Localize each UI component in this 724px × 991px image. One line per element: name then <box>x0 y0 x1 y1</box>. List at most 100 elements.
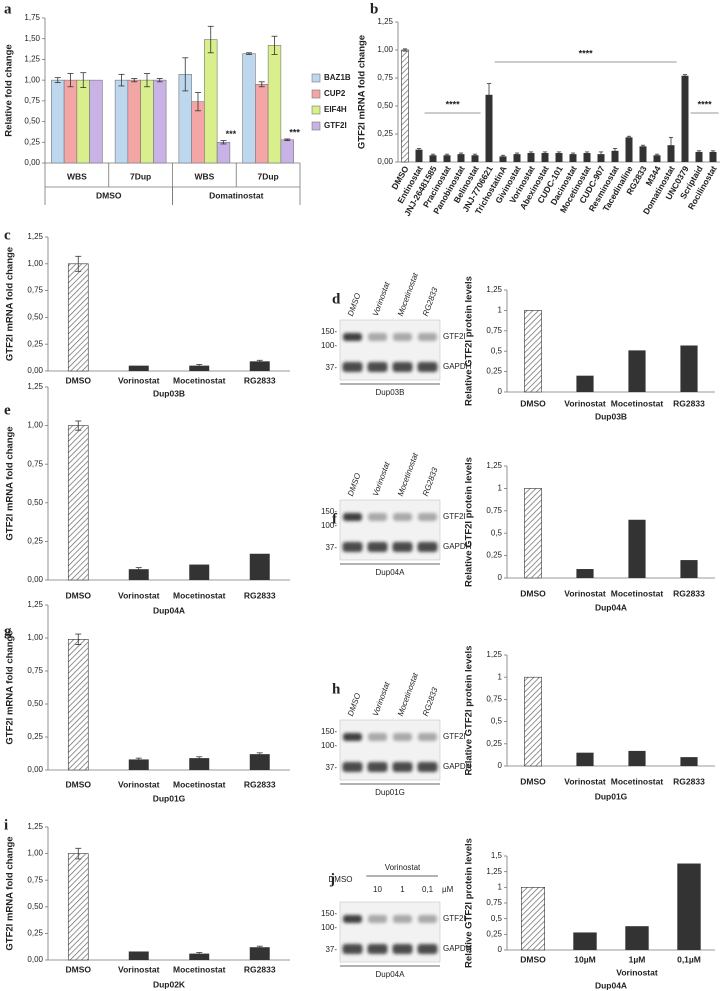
error-bar <box>246 52 252 55</box>
y-tick-label: 1,25 <box>27 600 43 609</box>
error-bar <box>75 847 82 860</box>
error-bar <box>598 151 604 157</box>
y-tick-label: 1 <box>498 882 503 891</box>
panel-label: b <box>370 1 378 17</box>
error-bar <box>514 152 520 156</box>
y-tick-label: 0,00 <box>27 955 43 964</box>
bar <box>255 83 269 164</box>
blot-band <box>368 513 387 521</box>
y-tick-label: 0,75 <box>27 286 43 295</box>
blot-band <box>368 333 387 341</box>
error-bar <box>196 756 203 760</box>
blot-band <box>417 944 438 954</box>
y-tick-label: 1,25 <box>27 232 43 241</box>
x-tick-label: DMSO <box>520 398 546 408</box>
blot-band <box>367 542 388 552</box>
blot-band <box>367 944 388 954</box>
lane-label: RG2833 <box>421 686 440 718</box>
error-bar <box>75 255 82 272</box>
error-bar <box>256 752 263 756</box>
error-bar <box>195 92 201 112</box>
y-tick-label: 0,50 <box>27 313 43 322</box>
y-tick-label: 1 <box>498 484 503 493</box>
legend-swatch <box>311 121 321 131</box>
protein-label: GTF2I <box>443 512 466 521</box>
x-axis-label: Dup04A <box>595 602 627 612</box>
y-axis-label: Relative fold change <box>4 44 15 136</box>
error-bar <box>182 57 189 92</box>
x-tick-label: Mocetinostat <box>173 964 226 974</box>
x-tick-label: DMSO <box>66 590 92 600</box>
panel-label: g <box>4 623 12 639</box>
blot-band <box>367 762 388 772</box>
y-axis-label: Relative GTF2I protein levels <box>464 457 475 587</box>
error-bar <box>668 136 674 154</box>
lane-label: DMSO <box>329 875 353 884</box>
x-tick-label: RG2833 <box>244 964 276 974</box>
marker-label: 150- <box>321 909 337 918</box>
y-axis-label: GTF2I mRNA fold change <box>357 35 368 149</box>
blot-band <box>343 915 362 923</box>
marker-label: 37- <box>325 763 337 772</box>
lane-label: DMSO <box>346 472 363 498</box>
panel-label: h <box>332 681 341 697</box>
x-axis-label: Dup01G <box>595 791 628 801</box>
y-tick-label: 0,75 <box>486 326 502 335</box>
bar <box>140 79 154 164</box>
blot-band <box>342 542 363 552</box>
blot-band <box>343 333 362 341</box>
y-tick-label: 0,50 <box>27 498 43 507</box>
x-axis-label: Dup03B <box>595 411 627 421</box>
panel-label: a <box>4 1 12 17</box>
sample-label: Dup04A <box>376 568 406 577</box>
x-tick-label: Mocetinostat <box>173 779 226 789</box>
error-bar <box>584 151 590 155</box>
error-bar <box>654 153 660 157</box>
x-tick-label: RG2833 <box>673 588 705 598</box>
error-bar <box>118 73 125 87</box>
x-tick-label: 0,1µM <box>677 954 701 964</box>
error-bar <box>256 945 263 949</box>
x-tick-label: Mocetinostat <box>611 776 664 786</box>
bar <box>541 153 549 162</box>
bar <box>429 155 437 162</box>
x-tick-label: Vorinostat <box>118 590 160 600</box>
bar <box>249 754 270 770</box>
bar <box>249 947 270 960</box>
y-tick-label: 0 <box>498 761 503 770</box>
bar <box>695 151 703 162</box>
error-bar <box>486 83 492 107</box>
error-bar <box>626 135 632 139</box>
blot-band <box>342 944 363 954</box>
error-bar <box>135 757 142 762</box>
y-tick-label: 1,25 <box>24 55 40 64</box>
blot-band <box>393 733 412 741</box>
bar <box>597 154 605 162</box>
bar <box>63 79 78 164</box>
protein-label: GAPDH <box>443 542 472 551</box>
blot-band <box>418 513 437 521</box>
protein-label: GTF2I <box>443 914 466 923</box>
y-tick-label: 0,50 <box>24 117 40 126</box>
x-tick-label: 7Dup <box>258 171 279 181</box>
lane-label: Vorinostat <box>371 680 392 717</box>
marker-label: 100- <box>321 741 337 750</box>
bar <box>471 155 479 162</box>
error-bar <box>54 77 61 84</box>
y-tick-label: 0,00 <box>27 366 43 375</box>
y-tick-label: 0,50 <box>377 101 393 110</box>
legend-label: EIF4H <box>324 105 347 114</box>
lane-label: Mocetinostat <box>396 671 420 717</box>
y-tick-label: 0,25 <box>27 732 43 741</box>
y-tick-label: 1,00 <box>27 849 43 858</box>
x-axis-label: Dup04A <box>595 980 627 990</box>
error-bar <box>196 364 203 368</box>
bar <box>628 350 646 392</box>
bar <box>67 263 89 372</box>
treatment-label: Vorinostat <box>385 863 421 872</box>
bar <box>555 153 563 162</box>
x-tick-label: DMSO <box>520 588 546 598</box>
y-tick-label: 0,75 <box>27 459 43 468</box>
y-tick-label: 0 <box>498 387 503 396</box>
bar <box>527 153 535 162</box>
